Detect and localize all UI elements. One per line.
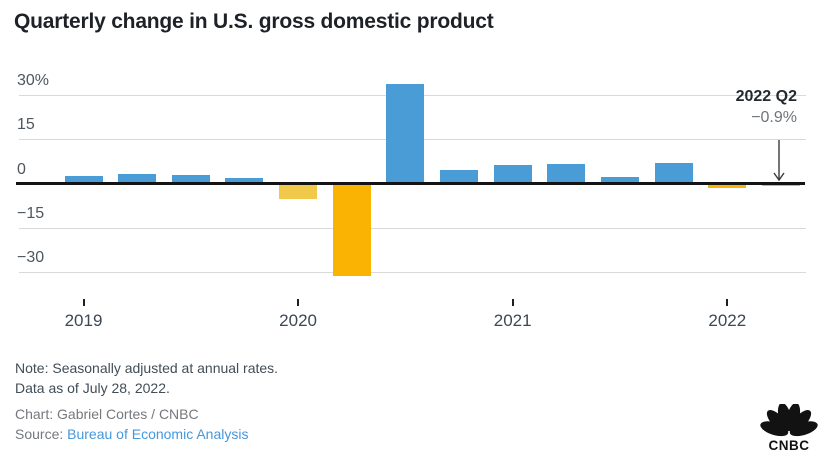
x-tick-2021 (511, 299, 514, 306)
bar-2021-q3[interactable] (601, 176, 639, 184)
y-axis-label-15: 15 (17, 116, 35, 134)
x-tick-2019 (82, 299, 85, 306)
y-axis-label-30: 30% (17, 71, 50, 89)
bar-2020-q2[interactable] (332, 183, 371, 276)
bar-2020-q4[interactable] (440, 170, 479, 184)
gridline--15 (19, 227, 806, 229)
y-axis-label-0: 0 (17, 160, 26, 178)
x-tick-2020 (297, 299, 300, 306)
source-link[interactable]: Bureau of Economic Analysis (67, 426, 249, 442)
x-axis-label-2022: 2022 (708, 311, 747, 330)
bar-2022-q1[interactable] (708, 183, 747, 189)
y-axis-label--15: −15 (17, 204, 45, 222)
footer-source: Source: Bureau of Economic Analysis (15, 424, 278, 444)
x-axis-label-2020: 2020 (279, 311, 317, 330)
footer-note-line1: Note: Seasonally adjusted at annual rate… (15, 360, 279, 376)
bar-2019-q4[interactable] (225, 177, 264, 184)
x-axis-zero-line (16, 182, 805, 185)
bar-2021-q1[interactable] (493, 164, 532, 184)
gridline--30 (19, 272, 806, 274)
bar-2019-q1[interactable] (64, 176, 103, 184)
footer-credit: Chart: Gabriel Cortes / CNBC (15, 406, 199, 422)
bar-2019-q3[interactable] (171, 175, 210, 184)
y-axis-label--30: −30 (17, 249, 45, 267)
x-axis-label-2019: 2019 (64, 311, 103, 330)
footer-source-prefix: Source: (15, 426, 68, 442)
footer-note-line2: Data as of July 28, 2022. (15, 380, 170, 396)
bar-2021-q2[interactable] (547, 163, 586, 184)
annotation-2022-q2: 2022 Q2 −0.9% (736, 88, 797, 127)
annotation-value: −0.9% (751, 109, 797, 126)
footer: Note: Seasonally adjusted at annual rate… (15, 358, 278, 444)
chart-title: Quarterly change in U.S. gross domestic … (14, 10, 494, 33)
annotation-label: 2022 Q2 (735, 88, 797, 105)
bar-2020-q3[interactable] (386, 83, 425, 184)
x-tick-2022 (726, 299, 729, 306)
down-arrow-icon (773, 140, 785, 182)
bar-2019-q2[interactable] (118, 174, 157, 184)
bar-2021-q4[interactable] (654, 163, 693, 184)
cnbc-wordmark: CNBC (769, 438, 810, 452)
cnbc-logo: CNBC (760, 404, 818, 452)
bar-2020-q1[interactable] (279, 183, 318, 199)
x-axis-label-2021: 2021 (493, 311, 532, 330)
